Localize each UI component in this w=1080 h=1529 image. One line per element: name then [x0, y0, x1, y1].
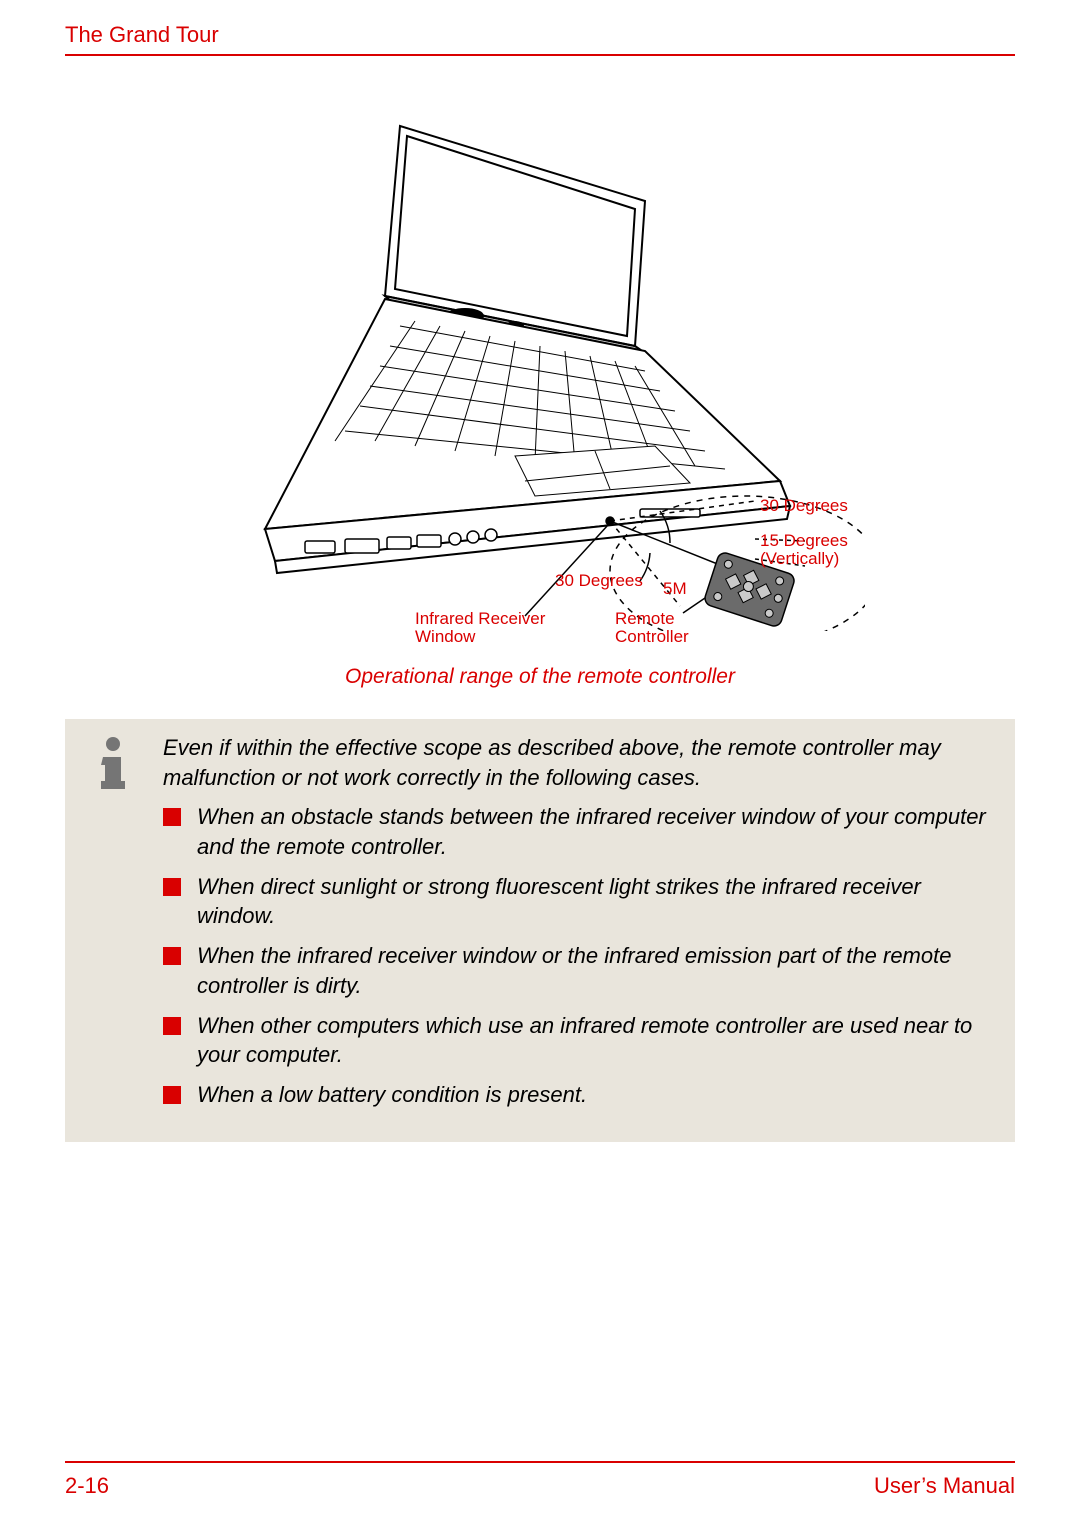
label-irw-l2: Window	[415, 627, 475, 647]
note-list: When an obstacle stands between the infr…	[163, 802, 997, 1109]
label-15deg-l2: (Vertically)	[760, 549, 839, 569]
note-item: When direct sunlight or strong fluoresce…	[163, 872, 997, 931]
note-item: When an obstacle stands between the infr…	[163, 802, 997, 861]
chapter-title: The Grand Tour	[65, 22, 219, 47]
page-number: 2-16	[65, 1473, 109, 1499]
label-rc-l2: Controller	[615, 627, 689, 647]
page-footer: 2-16 User’s Manual	[65, 1461, 1015, 1499]
figure-container: 30 Degrees 15 Degrees (Vertically) 30 De…	[65, 111, 1015, 631]
label-5m: 5M	[663, 579, 687, 599]
info-note: Even if within the effective scope as de…	[65, 719, 1015, 1142]
note-intro: Even if within the effective scope as de…	[163, 733, 997, 792]
figure-caption: Operational range of the remote controll…	[65, 665, 1015, 689]
laptop-diagram: 30 Degrees 15 Degrees (Vertically) 30 De…	[215, 111, 865, 631]
label-30deg-left: 30 Degrees	[555, 571, 643, 591]
info-icon	[83, 733, 143, 1120]
note-body: Even if within the effective scope as de…	[163, 733, 997, 1120]
chapter-header: The Grand Tour	[65, 22, 1015, 56]
note-item: When other computers which use an infrar…	[163, 1011, 997, 1070]
label-30deg-right: 30 Degrees	[760, 496, 848, 516]
note-item: When a low battery condition is present.	[163, 1080, 997, 1110]
note-item: When the infrared receiver window or the…	[163, 941, 997, 1000]
doc-title: User’s Manual	[874, 1473, 1015, 1499]
